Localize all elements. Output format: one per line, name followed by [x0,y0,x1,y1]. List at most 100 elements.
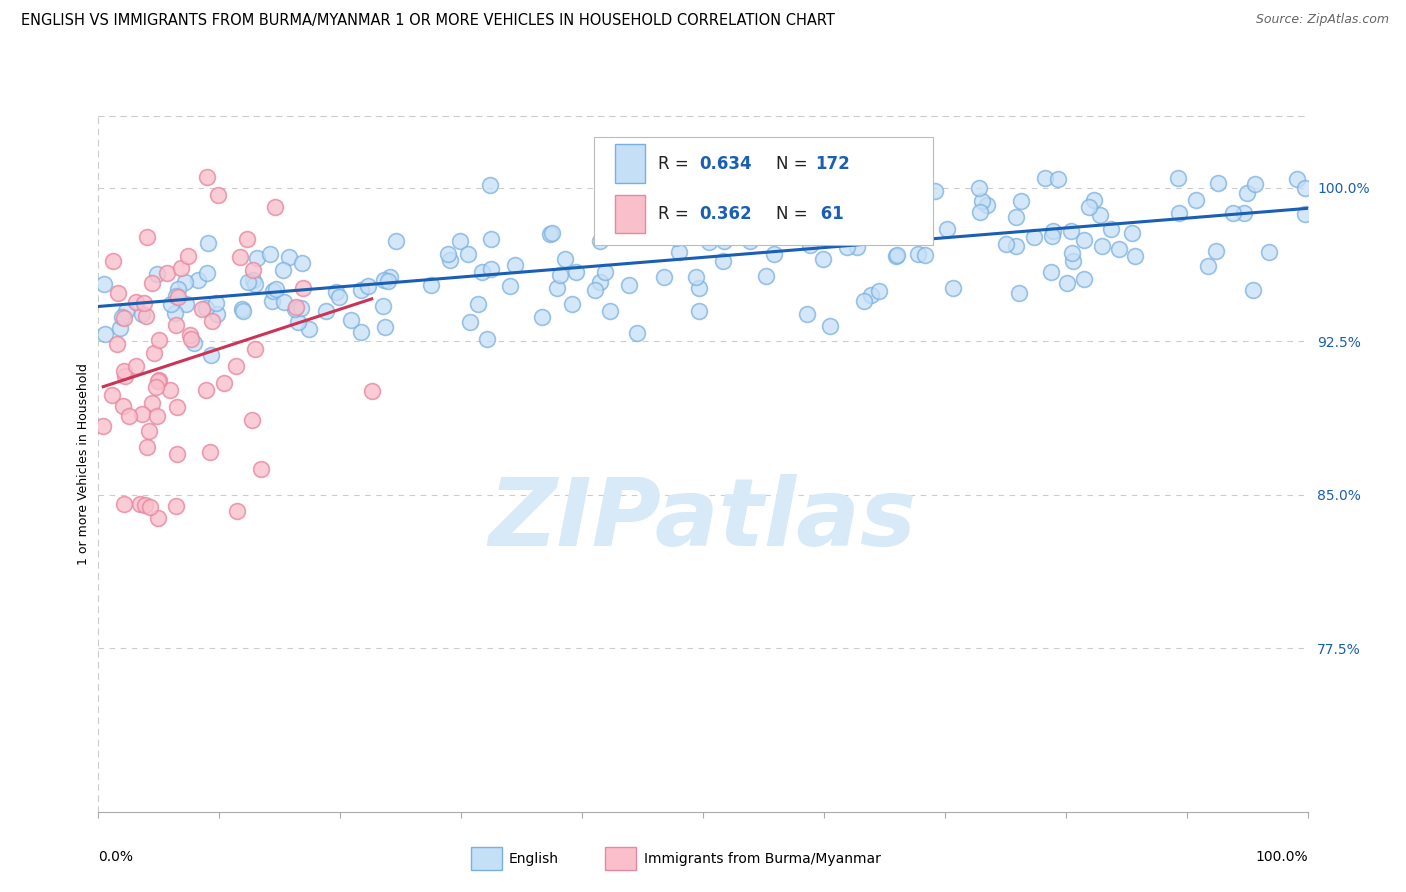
Point [1108,242,1130,256]
Point [195,301,218,315]
Point [1010,194,1032,208]
Point [325,285,347,299]
Point [810,178,832,193]
Point [588,234,610,248]
Point [827,218,849,232]
Point [1206,176,1229,190]
Point [262,285,284,299]
Point [460,315,482,329]
Point [503,258,526,272]
Point [135,230,157,244]
Point [846,240,869,254]
Point [970,194,993,209]
Point [174,276,197,290]
Point [242,273,264,287]
Point [1091,239,1114,253]
Point [271,263,294,277]
Point [1125,249,1147,263]
Point [697,235,720,250]
Point [1294,181,1316,195]
Point [1185,193,1208,207]
Text: 61: 61 [815,205,844,223]
Point [1004,210,1026,224]
Point [420,278,443,293]
Point [146,409,169,424]
Point [1056,276,1078,290]
Point [148,373,170,387]
Point [967,181,990,195]
Point [129,497,152,511]
Point [187,273,209,287]
Point [145,380,167,394]
Point [357,278,380,293]
Point [859,288,882,302]
Point [263,200,285,214]
Point [1073,272,1095,286]
Point [108,321,131,335]
Text: 0.362: 0.362 [699,205,752,223]
Point [167,290,190,304]
Point [165,318,187,332]
Point [688,304,710,318]
Point [554,252,576,266]
Point [91,419,114,434]
Point [626,326,648,340]
Point [243,277,266,291]
Point [914,248,936,262]
Point [1197,259,1219,273]
Point [112,498,135,512]
Point [1035,171,1057,186]
Point [198,445,221,459]
Point [1073,233,1095,247]
Point [1121,226,1143,240]
Point [138,425,160,439]
Point [1168,205,1191,219]
Point [235,232,257,246]
Point [132,296,155,310]
Point [565,265,588,279]
Point [1167,170,1189,185]
Point [204,296,226,310]
Point [238,275,260,289]
Point [852,294,875,309]
Point [177,249,200,263]
Point [250,462,273,476]
Point [1285,172,1308,186]
Point [688,281,710,295]
Point [200,348,222,362]
Point [125,359,148,374]
Point [693,178,716,192]
Point [179,328,201,343]
Point [835,192,858,206]
Point [201,313,224,327]
Point [141,276,163,290]
Point [167,282,190,296]
Point [1236,186,1258,200]
Point [146,375,169,389]
Point [159,296,181,310]
Point [284,301,307,316]
Text: R =: R = [658,205,695,223]
Text: R =: R = [658,154,695,172]
Point [377,274,399,288]
Point [231,301,253,316]
Point [589,276,612,290]
Point [628,226,651,240]
Point [479,232,502,246]
Point [995,236,1018,251]
Point [205,307,228,321]
Point [1042,224,1064,238]
Point [477,332,499,346]
Point [287,315,309,329]
Point [229,250,252,264]
Point [755,269,778,284]
Point [273,294,295,309]
Point [290,301,312,315]
Bar [614,145,645,183]
Point [101,387,124,401]
Text: 100.0%: 100.0% [1256,850,1308,864]
Text: ENGLISH VS IMMIGRANTS FROM BURMA/MYANMAR 1 OR MORE VEHICLES IN HOUSEHOLD CORRELA: ENGLISH VS IMMIGRANTS FROM BURMA/MYANMAR… [21,13,835,29]
Point [449,235,471,249]
Point [799,238,821,252]
Point [593,265,616,279]
